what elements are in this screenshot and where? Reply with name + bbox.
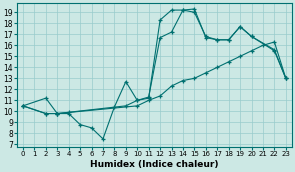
X-axis label: Humidex (Indice chaleur): Humidex (Indice chaleur)	[90, 159, 219, 169]
